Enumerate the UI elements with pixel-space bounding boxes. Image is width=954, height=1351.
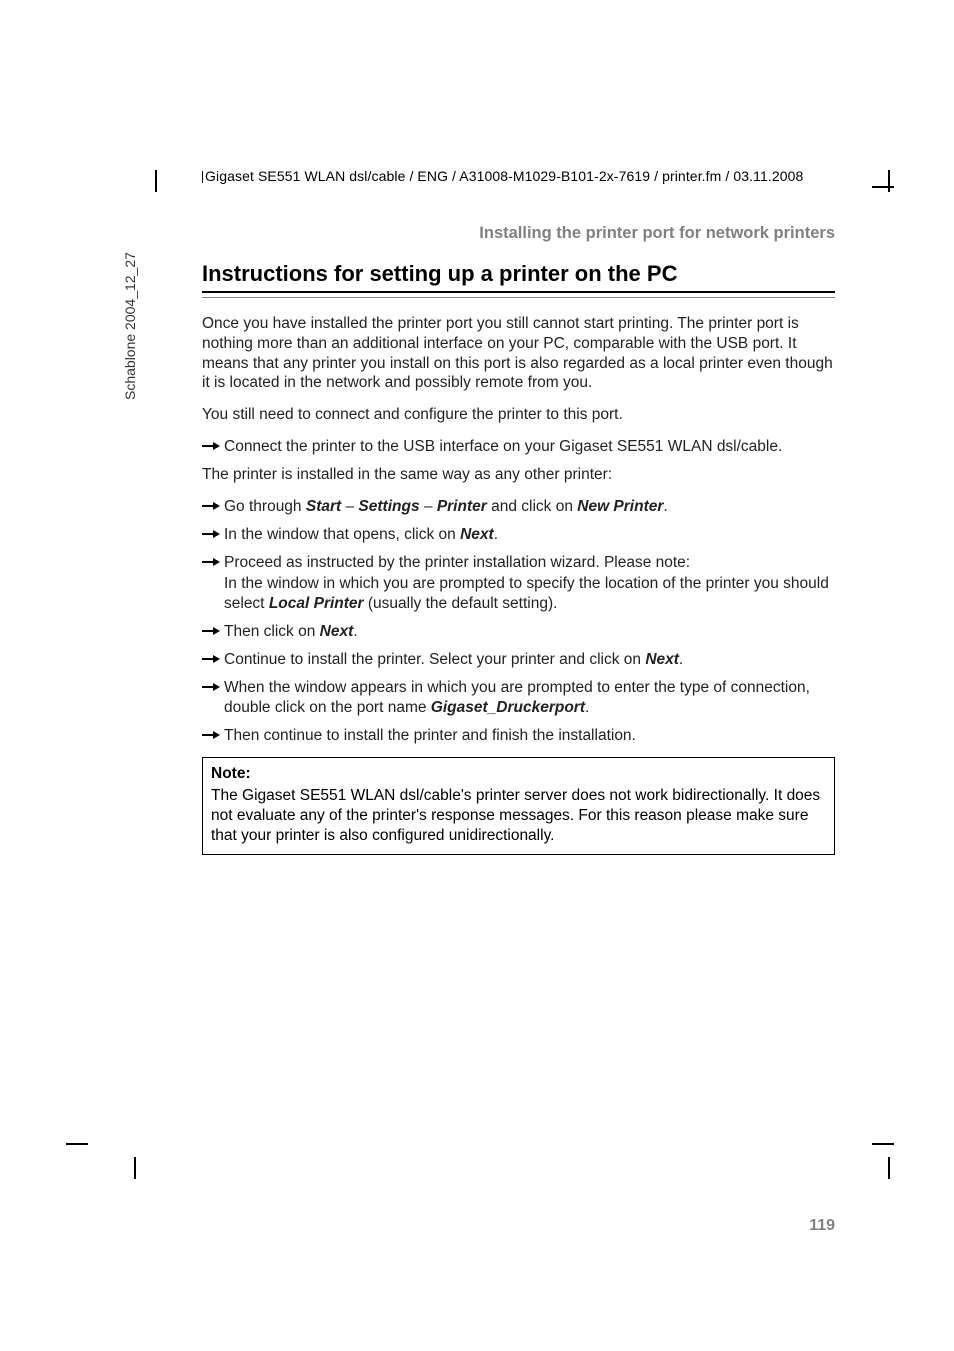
note-body: The Gigaset SE551 WLAN dsl/cable's print… <box>211 786 826 846</box>
step-7: When the window appears in which you are… <box>202 678 835 718</box>
note-title: Note: <box>211 764 826 784</box>
arrow-icon <box>202 556 224 568</box>
intro-paragraph-1: Once you have installed the printer port… <box>202 314 835 393</box>
heading-rule <box>202 291 835 298</box>
intro-paragraph-2: You still need to connect and configure … <box>202 405 835 425</box>
document-path: Gigaset SE551 WLAN dsl/cable / ENG / A31… <box>202 168 835 184</box>
step-4-text: Proceed as instructed by the printer ins… <box>224 553 835 613</box>
crop-mark <box>155 170 157 192</box>
document-path-text: Gigaset SE551 WLAN dsl/cable / ENG / A31… <box>205 168 803 184</box>
running-header: Installing the printer port for network … <box>202 224 835 243</box>
arrow-icon <box>202 500 224 512</box>
arrow-icon <box>202 440 224 452</box>
step-6: Continue to install the printer. Select … <box>202 650 835 670</box>
crop-mark <box>888 170 890 192</box>
step-6-text: Continue to install the printer. Select … <box>224 650 835 670</box>
step-2: Go through Start – Settings – Printer an… <box>202 497 835 517</box>
step-3-text: In the window that opens, click on Next. <box>224 525 835 545</box>
page-number: 119 <box>809 1217 835 1235</box>
crop-mark <box>66 1143 88 1145</box>
note-box: Note: The Gigaset SE551 WLAN dsl/cable's… <box>202 757 835 856</box>
step-8-text: Then continue to install the printer and… <box>224 726 835 746</box>
step-4: Proceed as instructed by the printer ins… <box>202 553 835 613</box>
step-8: Then continue to install the printer and… <box>202 726 835 746</box>
crop-mark <box>888 1157 890 1179</box>
step-1: Connect the printer to the USB interface… <box>202 437 835 457</box>
crop-mark <box>872 1143 894 1145</box>
template-version-label: Schablone 2004_12_27 <box>122 252 138 400</box>
intro-paragraph-3: The printer is installed in the same way… <box>202 465 835 485</box>
step-1-text: Connect the printer to the USB interface… <box>224 437 835 457</box>
step-5: Then click on Next. <box>202 622 835 642</box>
arrow-icon <box>202 729 224 741</box>
step-7-text: When the window appears in which you are… <box>224 678 835 718</box>
arrow-icon <box>202 625 224 637</box>
crop-mark <box>134 1157 136 1179</box>
arrow-icon <box>202 528 224 540</box>
step-5-text: Then click on Next. <box>224 622 835 642</box>
arrow-icon <box>202 681 224 693</box>
page-content: Gigaset SE551 WLAN dsl/cable / ENG / A31… <box>202 168 835 855</box>
step-3: In the window that opens, click on Next. <box>202 525 835 545</box>
page-title: Instructions for setting up a printer on… <box>202 261 835 287</box>
crop-mark <box>872 186 894 188</box>
arrow-icon <box>202 653 224 665</box>
step-2-text: Go through Start – Settings – Printer an… <box>224 497 835 517</box>
